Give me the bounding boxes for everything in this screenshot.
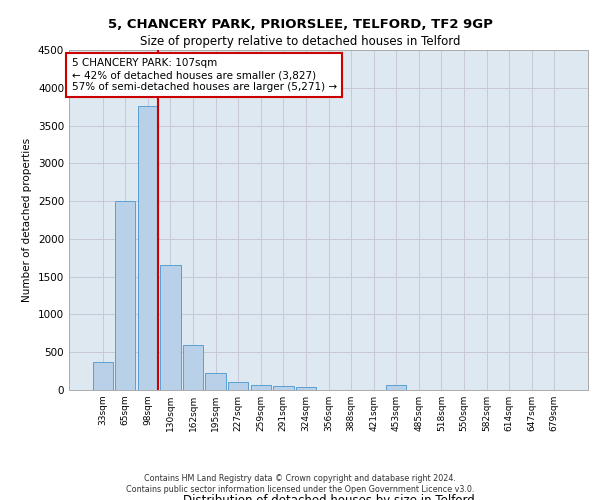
Bar [115,201,136,390]
Bar [205,374,226,390]
Bar [386,386,406,390]
Y-axis label: Number of detached properties: Number of detached properties [22,138,32,302]
Bar [273,386,293,390]
Text: Size of property relative to detached houses in Telford: Size of property relative to detached ho… [140,35,460,48]
Text: 5, CHANCERY PARK, PRIORSLEE, TELFORD, TF2 9GP: 5, CHANCERY PARK, PRIORSLEE, TELFORD, TF… [107,18,493,30]
Bar [160,266,181,390]
Bar [251,386,271,390]
Bar [296,387,316,390]
Text: Contains HM Land Registry data © Crown copyright and database right 2024.
Contai: Contains HM Land Registry data © Crown c… [126,474,474,494]
Bar [183,346,203,390]
Text: 5 CHANCERY PARK: 107sqm
← 42% of detached houses are smaller (3,827)
57% of semi: 5 CHANCERY PARK: 107sqm ← 42% of detache… [71,58,337,92]
Bar [92,362,113,390]
Bar [138,106,158,390]
Bar [228,382,248,390]
X-axis label: Distribution of detached houses by size in Telford: Distribution of detached houses by size … [182,494,475,500]
